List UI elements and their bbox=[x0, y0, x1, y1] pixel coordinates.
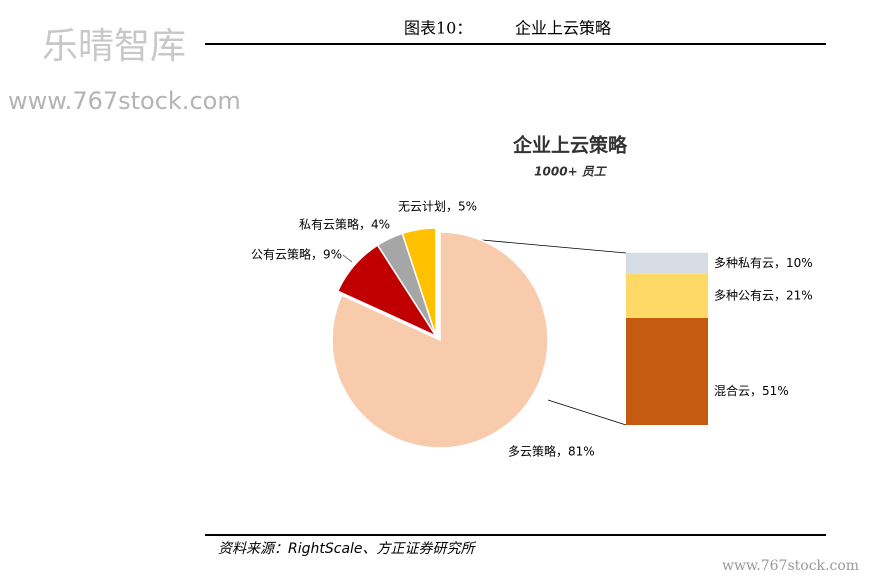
data-label: 多云策略，81% bbox=[508, 444, 595, 459]
pie-slice bbox=[401, 227, 437, 337]
data-label: 多种公有云，21% bbox=[714, 288, 813, 302]
bar-segment bbox=[626, 273, 708, 318]
leader-line bbox=[342, 254, 353, 263]
bar-segment bbox=[626, 252, 708, 274]
source: 资料来源：RightScale、方正证券研究所 bbox=[218, 541, 477, 557]
chart-title: 企业上云策略 bbox=[512, 134, 628, 157]
pie-slice bbox=[331, 231, 549, 449]
data-label: 混合云，51% bbox=[714, 383, 789, 398]
figure-label: 图表10： bbox=[404, 19, 472, 38]
footer-url: www.767stock.com bbox=[722, 558, 859, 574]
figure-title: 企业上云策略 bbox=[515, 19, 611, 38]
data-label: 公有云策略，9% bbox=[251, 247, 342, 262]
watermark-brand: 乐晴智库 bbox=[42, 26, 186, 67]
connector bbox=[481, 239, 627, 254]
data-label: 多种私有云，10% bbox=[714, 256, 813, 270]
data-label: 无云计划，5% bbox=[398, 200, 477, 214]
data-label: 私有云策略，4% bbox=[299, 217, 390, 232]
bar-segment bbox=[626, 317, 708, 425]
connector bbox=[547, 399, 627, 426]
watermark-url: www.767stock.com bbox=[8, 87, 241, 115]
chart-subtitle: 1000+ 员工 bbox=[534, 165, 608, 179]
